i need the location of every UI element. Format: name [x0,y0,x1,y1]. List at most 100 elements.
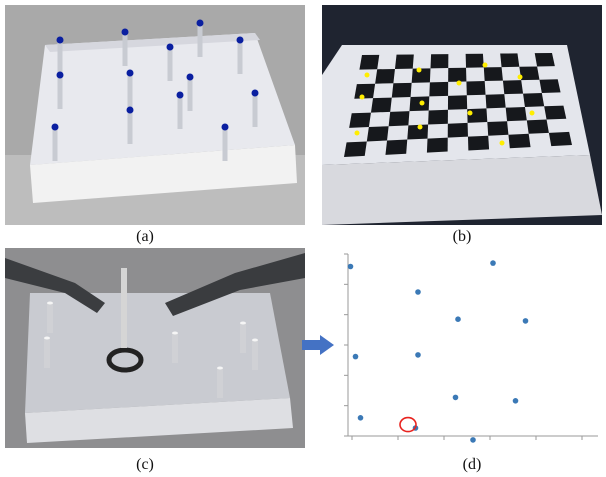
checker-square [487,121,509,136]
highlight-circle [399,416,417,433]
scatter-point [347,263,354,270]
checker-square [519,66,540,81]
peg [57,75,63,109]
photo-b-checkerboard [322,5,602,225]
yellow-marker [467,110,473,116]
peg [197,23,203,57]
checker-square [366,126,389,142]
caption-a: (a) [136,228,154,245]
peg-cap [186,73,194,81]
peg [167,47,173,81]
peg-top [252,338,258,342]
checker-square [429,81,449,97]
photo-a-peg-board [5,5,305,225]
peg [217,368,223,398]
checker-square [394,54,414,69]
checker-square [465,53,484,68]
peg-top [172,331,178,335]
checker-square [544,105,567,120]
peg [252,93,258,127]
yellow-markers [354,62,535,146]
checker-square [407,124,429,140]
checker-square [448,67,467,82]
pegs-c [44,301,258,398]
yellow-marker [517,74,523,80]
checker-square [502,80,524,95]
peg [57,40,63,74]
chart-points [347,260,529,443]
photo-c-robot-task [5,248,305,448]
peg-cap [126,106,134,114]
checker-square [426,137,448,153]
peg-top [217,366,223,370]
checker-square [349,112,371,128]
checker-square [539,79,561,93]
checker-square [447,122,468,138]
scatter-point [490,260,496,266]
scatter-point [512,398,519,404]
peg-cap [121,28,129,36]
yellow-marker [456,80,462,86]
checker-square [411,68,431,83]
peg-cap [51,123,59,131]
yellow-marker [499,140,505,146]
peg-cap [56,71,64,79]
yellow-marker [354,130,360,136]
peg-top [240,321,246,325]
peg [187,77,193,111]
yellow-marker [417,124,423,130]
scatter-chart [340,248,602,448]
peg-cap [126,69,134,77]
checker-square [500,53,520,68]
checkerboard-pattern [344,53,572,157]
checker-square [526,119,549,134]
checker-square [483,67,503,82]
peg [252,340,258,370]
yellow-marker [529,110,535,116]
scatter-point [522,318,529,324]
chart-axes [344,253,598,440]
peg-cap [251,89,259,97]
checker-square [447,95,468,110]
scatter-point [415,352,421,358]
checker-square [370,97,392,113]
yellow-marker [359,94,365,100]
checker-square [428,109,448,125]
checker-square [359,54,380,70]
yellow-marker [416,67,422,73]
scatter-point [415,289,421,295]
peg-top [44,336,50,340]
scatter-point [452,394,459,401]
peg-cap [221,123,229,131]
yellow-marker [364,72,370,78]
peg [47,303,53,333]
yellow-marker [482,62,488,68]
caption-b: (b) [452,228,472,245]
peg-cap [236,36,244,44]
peg [172,333,178,363]
peg [122,32,128,66]
peg [240,323,246,353]
scatter-point [357,415,364,421]
peg-cap [196,19,204,27]
checker-square [354,83,376,99]
scatter-point [470,437,476,443]
peg-cap [166,43,174,51]
peg [222,127,228,161]
peg [127,110,133,144]
scatter-point [455,316,461,322]
scatter-point [352,353,359,360]
peg [177,95,183,129]
checker-square [505,106,527,122]
peg-cap [176,91,184,99]
checker-square [548,131,572,147]
peg [127,73,133,107]
right-arrow-icon [302,335,334,355]
peg-top [47,301,53,305]
checker-square [523,93,545,107]
checker-square [344,141,367,157]
caption-c: (c) [136,456,154,473]
caption-d: (d) [462,456,482,473]
peg [52,127,58,161]
checker-square [508,133,531,149]
